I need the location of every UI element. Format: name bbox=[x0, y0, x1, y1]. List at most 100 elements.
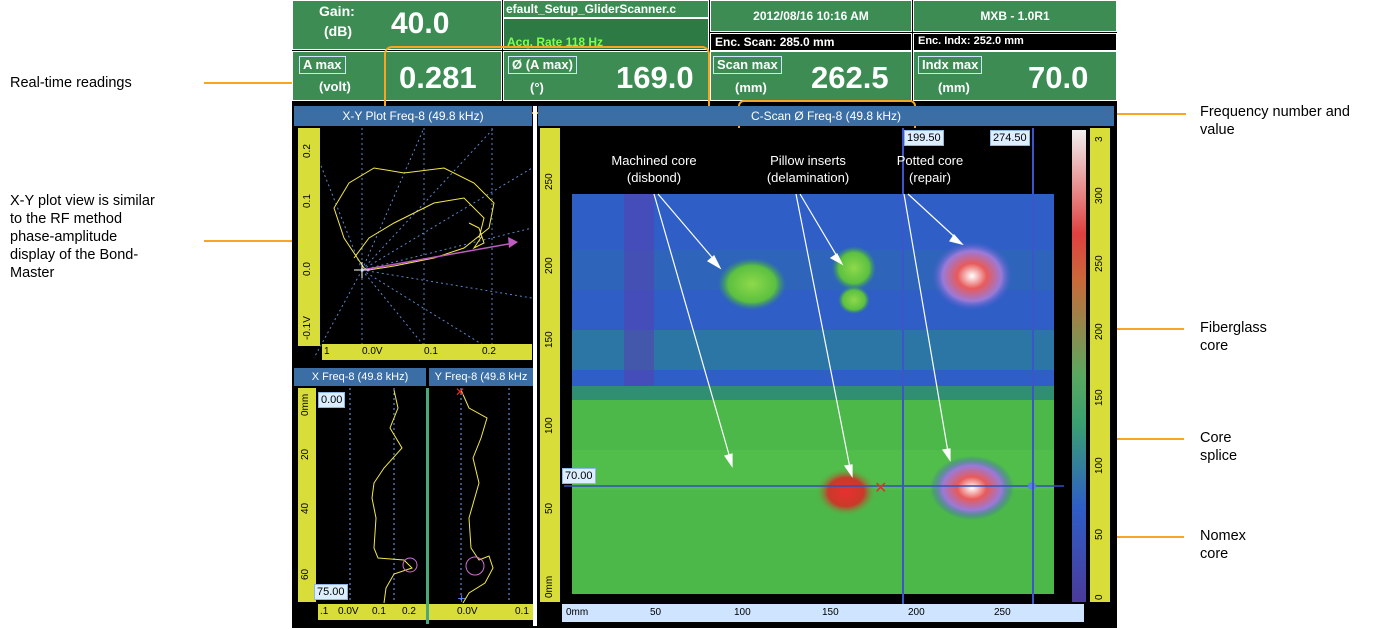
strip-y-tick: 40 bbox=[300, 502, 311, 514]
strip-y-tick: 0mm bbox=[300, 393, 311, 416]
gain-label: Gain: bbox=[319, 3, 355, 19]
cscan-image: ✕ bbox=[564, 194, 1064, 594]
xy-y-tick: 0.2 bbox=[302, 144, 313, 158]
gain-unit: (dB) bbox=[324, 23, 352, 39]
indxmax-cell[interactable]: Indx max (mm) 70.0 bbox=[913, 51, 1117, 101]
datetime: 2012/08/16 10:16 AM bbox=[753, 9, 869, 23]
datetime-cell: 2012/08/16 10:16 AM bbox=[710, 0, 912, 32]
panel-divider bbox=[533, 106, 537, 626]
strip-x-tick: 0.1 bbox=[515, 606, 529, 617]
xy-plot[interactable]: 0.2 0.1 0.0 -0.1V 1 0.0V 0.1 0.2 bbox=[294, 127, 533, 368]
x-strip-chart[interactable]: 0mm 20 40 60 0.00 75.00 .1 0.0V 0.1 0.2 bbox=[294, 388, 426, 624]
xy-x-tick: 0.0V bbox=[362, 346, 383, 357]
setup-name: efault_Setup_GliderScanner.c bbox=[506, 2, 677, 16]
strip-x-tick: 0.0V bbox=[457, 606, 478, 617]
readings-highlight bbox=[384, 46, 710, 114]
annotation-arrow-xy-plot bbox=[204, 240, 326, 242]
cscan-cursor-v1[interactable] bbox=[902, 128, 904, 606]
gain-cell[interactable]: Gain: (dB) 40.0 bbox=[292, 0, 502, 50]
x-strip-svg bbox=[349, 388, 418, 604]
xy-plot-title[interactable]: X-Y Plot Freq-8 (49.8 kHz) bbox=[294, 106, 532, 126]
xy-y-tick: 0.1 bbox=[302, 194, 313, 208]
strip-x-tick: 0.2 bbox=[402, 606, 416, 617]
cscan-panel[interactable]: 250 200 150 100 50 0mm bbox=[538, 128, 1114, 626]
acq-rate: Acq. Rate 118 Hz bbox=[507, 35, 604, 49]
device-cell: MXB - 1.0R1 bbox=[913, 0, 1117, 32]
x-strip-title[interactable]: X Freq-8 (49.8 kHz) bbox=[294, 368, 426, 386]
strip-top-value[interactable]: 0.00 bbox=[318, 392, 346, 408]
annotation-realtime-readings: Real-time readings bbox=[10, 75, 132, 91]
amax-unit: (volt) bbox=[319, 79, 351, 94]
colorbar-tick: 50 bbox=[1094, 528, 1105, 540]
cursor-x2-value[interactable]: 274.50 bbox=[990, 130, 1030, 146]
strip-x-tick: 0.0V bbox=[338, 606, 359, 617]
scanmax-value: 262.5 bbox=[811, 60, 889, 95]
strip-divider bbox=[426, 388, 429, 624]
colorbar-tick: 150 bbox=[1094, 389, 1105, 406]
cursor-x1-value[interactable]: 199.50 bbox=[904, 130, 944, 146]
phase-cell[interactable]: Ø (A max) (°) 169.0 bbox=[503, 51, 709, 101]
xy-y-ruler bbox=[298, 128, 320, 346]
cscan-cursor-v2[interactable] bbox=[1032, 128, 1034, 606]
xy-x-tick: 0.1 bbox=[424, 346, 438, 357]
enc-indx-cell: Enc. Indx: 252.0 mm bbox=[913, 33, 1117, 51]
svg-text:✕: ✕ bbox=[455, 388, 465, 399]
indxmax-unit: (mm) bbox=[938, 80, 970, 95]
scanmax-cell[interactable]: Scan max (mm) 262.5 bbox=[710, 51, 912, 101]
phase-label: Ø (A max) bbox=[508, 56, 577, 74]
cscan-x-tick: 100 bbox=[734, 607, 751, 618]
strip-x-tick: .1 bbox=[320, 606, 329, 617]
cscan-x-tick: 50 bbox=[650, 607, 662, 618]
annotation-frequency: Frequency number and value bbox=[1200, 104, 1350, 138]
cscan-title[interactable]: C-Scan Ø Freq-8 (49.8 kHz) bbox=[538, 106, 1114, 126]
xy-x-tick: 1 bbox=[324, 346, 330, 357]
colorbar bbox=[1072, 130, 1086, 602]
caption-arrows bbox=[653, 193, 964, 478]
scanmax-label: Scan max bbox=[713, 56, 782, 74]
xy-y-tick: 0.0 bbox=[302, 262, 313, 276]
indxmax-value: 70.0 bbox=[1028, 60, 1089, 95]
x-strip-y-ruler bbox=[298, 388, 316, 602]
strip-bottom-value[interactable]: 75.00 bbox=[314, 584, 348, 600]
colorbar-tick: 0 bbox=[1094, 594, 1105, 600]
annotation-fiberglass: Fiberglass core bbox=[1200, 320, 1267, 354]
y-strip-title[interactable]: Y Freq-8 (49.8 kHz bbox=[429, 368, 533, 386]
device-name: MXB - 1.0R1 bbox=[980, 9, 1050, 23]
enc-scan: Enc. Scan: 285.0 mm bbox=[715, 35, 835, 49]
svg-text:✕: ✕ bbox=[874, 478, 887, 497]
cscan-x-tick: 0mm bbox=[566, 607, 589, 618]
cursor-y-value[interactable]: 70.00 bbox=[562, 468, 596, 484]
annotation-splice: Core splice bbox=[1200, 430, 1238, 464]
colorbar-ruler bbox=[1090, 128, 1110, 602]
caption-potted-core: Potted core (repair) bbox=[896, 153, 964, 185]
colorbar-tick: 250 bbox=[1094, 255, 1105, 272]
phase-value: 169.0 bbox=[616, 60, 694, 95]
y-strip-x-ruler bbox=[429, 604, 533, 620]
xy-x-ruler bbox=[322, 344, 532, 360]
xy-plot-svg bbox=[313, 127, 533, 359]
svg-text:+: + bbox=[457, 592, 466, 605]
enc-indx: Enc. Indx: 252.0 mm bbox=[918, 35, 1024, 47]
indxmax-label: Indx max bbox=[918, 56, 983, 74]
y-strip-chart[interactable]: ✕ + 0.0V 0.1 bbox=[429, 385, 533, 624]
x-strip-x-ruler bbox=[318, 604, 426, 620]
instrument-screen: Gain: (dB) 40.0 efault_Setup_GliderScann… bbox=[292, 0, 1117, 628]
cscan-x-ruler bbox=[562, 604, 1084, 622]
setup-cell[interactable]: efault_Setup_GliderScanner.c bbox=[503, 0, 709, 18]
cscan-x-tick: 150 bbox=[822, 607, 839, 618]
strip-y-tick: 60 bbox=[300, 568, 311, 580]
enc-scan-cell: Enc. Scan: 285.0 mm bbox=[710, 33, 912, 51]
colorbar-tick: 100 bbox=[1094, 457, 1105, 474]
xy-x-tick: 0.2 bbox=[482, 346, 496, 357]
amax-cell[interactable]: A max (volt) 0.281 bbox=[292, 51, 502, 101]
gain-value: 40.0 bbox=[391, 7, 450, 40]
amax-value: 0.281 bbox=[399, 60, 477, 95]
annotation-xy-plot: X-Y plot view is similar to the RF metho… bbox=[10, 193, 155, 281]
xy-y-tick: -0.1V bbox=[302, 316, 313, 340]
caption-machined-core: Machined core (disbond) bbox=[611, 153, 697, 185]
cscan-x-tick: 200 bbox=[908, 607, 925, 618]
scanmax-unit: (mm) bbox=[735, 80, 767, 95]
colorbar-tick: 300 bbox=[1094, 187, 1105, 204]
y-strip-svg: ✕ + bbox=[455, 385, 510, 605]
colorbar-tick: 200 bbox=[1094, 323, 1105, 340]
